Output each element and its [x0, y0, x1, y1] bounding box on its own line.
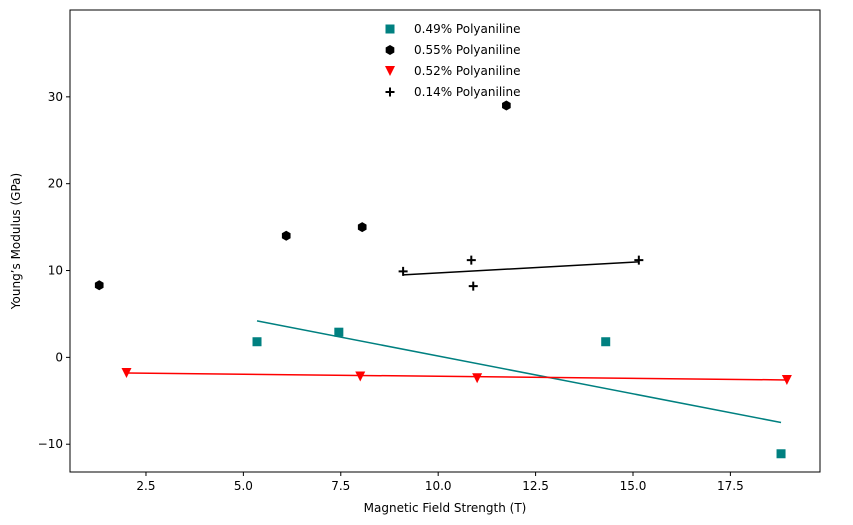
data-point-series-2-2 [472, 373, 483, 384]
trend-line-series-0 [256, 320, 782, 424]
legend-marker-series-1 [385, 45, 395, 55]
y-tick-label: 30 [48, 90, 63, 104]
x-tick-label: 15.0 [620, 479, 647, 493]
data-points [94, 100, 792, 459]
legend-label-series-3: 0.14% Polyaniline [414, 85, 520, 99]
x-tick-label: 12.5 [522, 479, 549, 493]
data-point-series-1-2 [357, 222, 367, 233]
x-tick-label: 5.0 [234, 479, 253, 493]
data-point-series-1-0 [94, 280, 104, 291]
y-axis-ticks: −10 0 10 20 30 [38, 90, 70, 451]
data-point-series-1-3 [502, 100, 511, 111]
trend-line-series-2 [126, 372, 787, 381]
data-point-series-2-0 [121, 368, 132, 378]
legend-label-series-1: 0.55% Polyaniline [414, 43, 520, 57]
x-tick-label: 7.5 [331, 479, 350, 493]
data-point-series-2-1 [355, 371, 366, 382]
trend-line-series-3 [403, 261, 639, 276]
data-point-series-3-1 [466, 255, 476, 265]
data-point-series-3-3 [634, 255, 644, 265]
legend-marker-series-2 [385, 66, 395, 76]
legend: 0.49% Polyaniline 0.55% Polyaniline 0.52% … [385, 22, 520, 99]
y-axis-label: Young’s Modulus (GPa) [9, 173, 23, 310]
y-tick-label: 0 [55, 350, 63, 364]
x-axis-ticks: 2.5 5.0 7.5 10.0 12.5 15.0 17.5 [136, 472, 744, 493]
x-tick-label: 2.5 [136, 479, 155, 493]
y-tick-label: 10 [48, 264, 63, 278]
y-tick-label: 20 [48, 177, 63, 191]
data-point-series-0-2 [601, 337, 611, 347]
data-point-series-3-0 [398, 266, 408, 276]
data-point-series-0-3 [776, 449, 786, 459]
data-point-series-0-1 [334, 327, 344, 337]
legend-marker-series-0 [385, 24, 395, 34]
legend-label-series-2: 0.52% Polyaniline [414, 64, 520, 78]
legend-label-series-0: 0.49% Polyaniline [414, 22, 520, 36]
data-point-series-0-0 [252, 337, 262, 347]
data-point-series-3-2 [468, 281, 478, 291]
legend-marker-series-3 [385, 87, 395, 97]
y-tick-label: −10 [38, 437, 63, 451]
data-point-series-2-3 [781, 374, 792, 385]
x-axis-label: Magnetic Field Strength (T) [364, 501, 527, 515]
trend-lines [126, 261, 787, 424]
data-point-series-1-1 [281, 230, 291, 241]
x-tick-label: 10.0 [425, 479, 452, 493]
x-tick-label: 17.5 [717, 479, 744, 493]
plot-frame [69, 9, 821, 473]
